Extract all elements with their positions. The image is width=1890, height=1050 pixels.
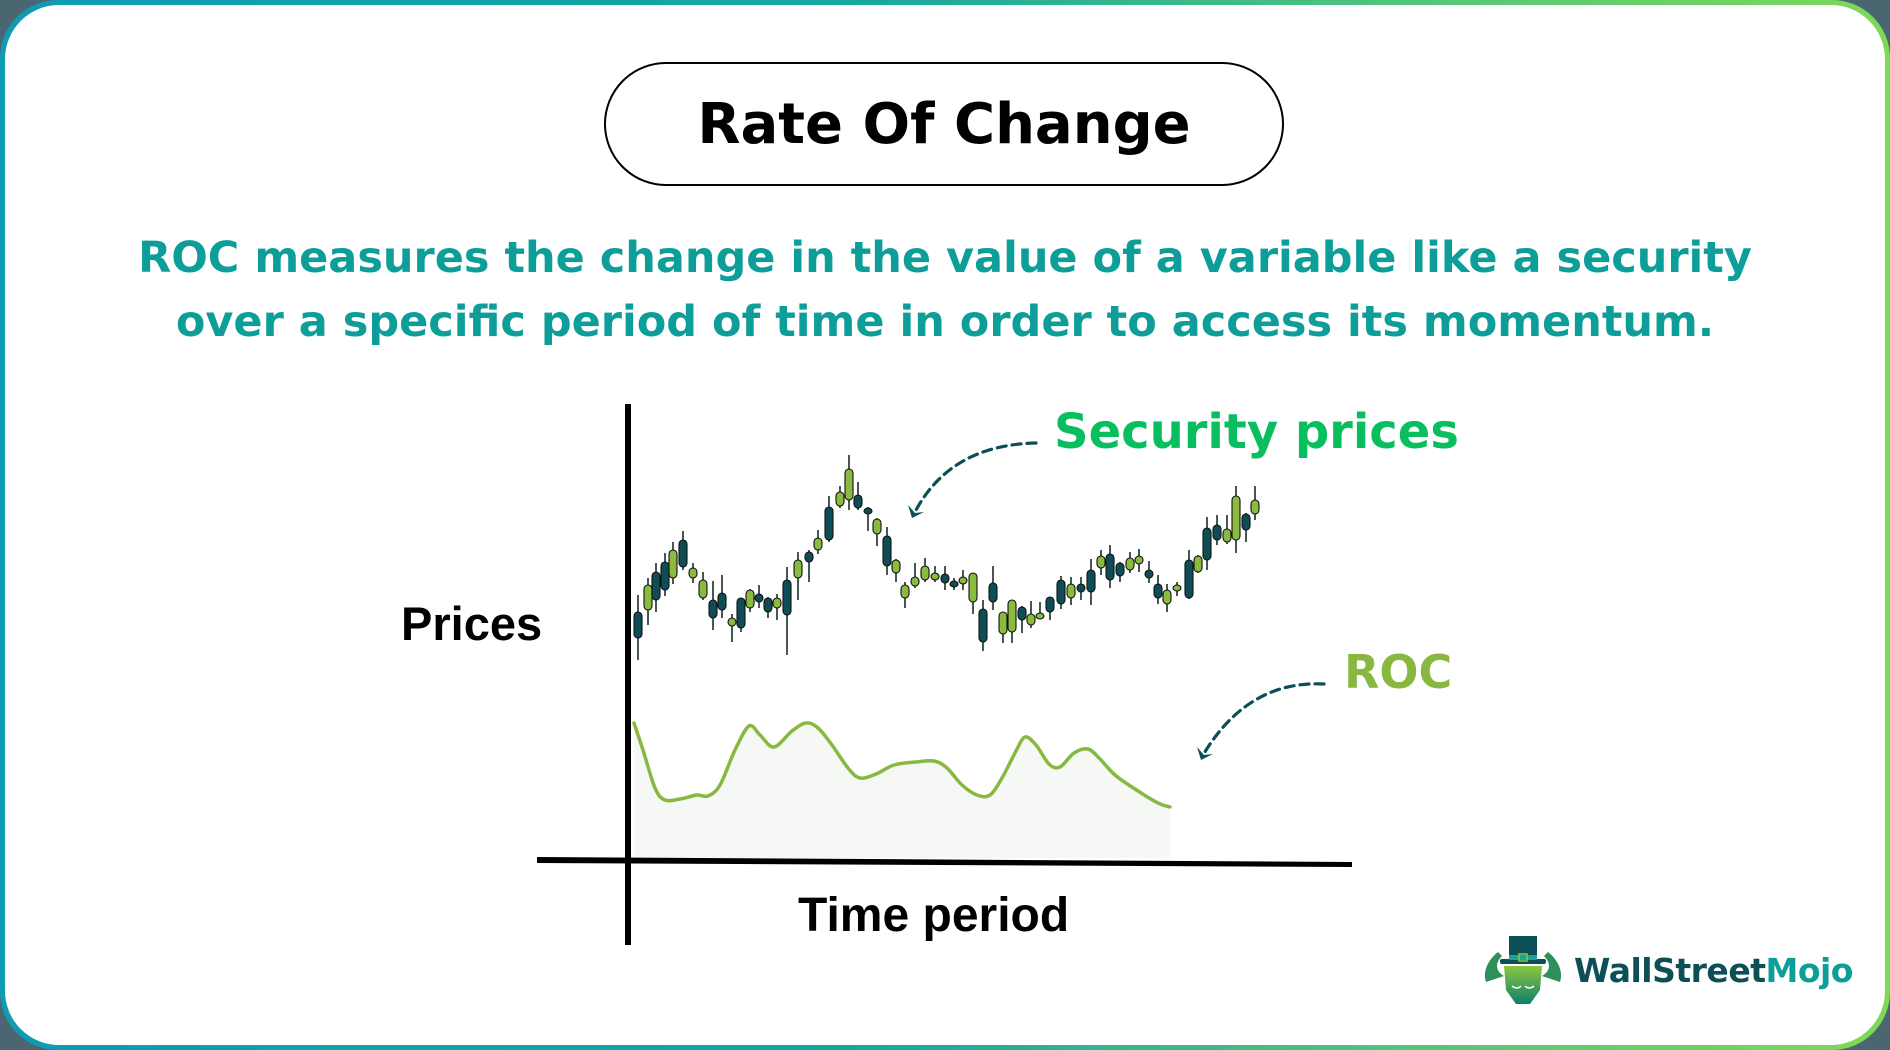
- candle: [633, 595, 643, 660]
- security-prices-label: Security prices: [1054, 404, 1459, 460]
- x-axis: [537, 857, 1352, 867]
- security-arrow-icon: [908, 441, 1038, 518]
- candle: [1222, 515, 1232, 544]
- candle: [782, 567, 792, 655]
- candle: [835, 486, 845, 508]
- candle: [1212, 515, 1222, 545]
- candle: [920, 558, 930, 582]
- candle: [872, 518, 882, 546]
- candle: [1007, 599, 1017, 643]
- candle: [844, 455, 854, 510]
- candle: [708, 581, 718, 630]
- candle: [698, 572, 708, 600]
- candle: [1026, 601, 1036, 628]
- x-axis-label: Time period: [798, 889, 1070, 942]
- candle: [660, 553, 670, 596]
- logo-text: WallStreetMojo: [1574, 950, 1853, 990]
- roc-label: ROC: [1344, 645, 1453, 699]
- candle: [968, 572, 978, 614]
- annotation-arrows: [908, 441, 1326, 760]
- candle: [804, 550, 814, 582]
- candle: [853, 482, 863, 510]
- bull-logo-icon: [1484, 936, 1562, 1004]
- candle: [772, 594, 782, 620]
- candle: [940, 566, 950, 590]
- candle: [1017, 606, 1027, 633]
- description-line-1: ROC measures the change in the value of …: [138, 233, 1752, 283]
- description: ROC measures the change in the value of …: [60, 226, 1830, 354]
- candle: [1144, 561, 1154, 583]
- candle: [1241, 513, 1251, 542]
- candlestick-series: [633, 455, 1260, 660]
- roc-arrow-icon: [1197, 682, 1326, 760]
- candle: [736, 597, 746, 632]
- candle: [900, 582, 910, 608]
- candle: [754, 585, 764, 608]
- candle: [1184, 550, 1194, 599]
- candle: [891, 559, 901, 582]
- description-line-2: over a specific period of time in order …: [175, 297, 1715, 347]
- candle: [793, 552, 803, 600]
- candle: [763, 597, 773, 618]
- candle: [910, 563, 920, 588]
- candle: [1096, 550, 1106, 575]
- candle: [1125, 552, 1135, 573]
- candle: [1153, 575, 1163, 604]
- candle: [717, 575, 727, 618]
- candle: [688, 563, 698, 583]
- roc-curve: [632, 721, 1172, 809]
- title-pill: Rate Of Change: [604, 62, 1284, 186]
- candle: [678, 531, 688, 570]
- candle: [1056, 576, 1066, 609]
- candle: [882, 527, 892, 575]
- candle: [651, 563, 661, 612]
- candle: [1231, 486, 1241, 553]
- candle: [1086, 559, 1096, 605]
- candle: [643, 578, 653, 625]
- candle: [1066, 577, 1076, 605]
- candle: [1250, 486, 1260, 520]
- candle: [863, 507, 873, 531]
- candle: [1045, 596, 1055, 620]
- candle: [1172, 582, 1182, 596]
- candle: [978, 600, 988, 651]
- candle: [998, 611, 1008, 643]
- candle: [824, 496, 834, 542]
- candle: [745, 589, 755, 612]
- candle: [988, 566, 998, 610]
- candle: [727, 614, 737, 642]
- candle: [930, 566, 940, 582]
- y-axis-label: Prices: [401, 597, 543, 650]
- card: [5, 5, 1885, 1045]
- chart-axes: [537, 404, 1352, 945]
- candle: [1202, 517, 1212, 570]
- roc-line: [632, 721, 1172, 809]
- candle: [958, 570, 968, 590]
- candle: [1162, 584, 1172, 612]
- candle: [1076, 577, 1086, 600]
- candle: [668, 542, 678, 584]
- candle: [813, 530, 823, 554]
- candle: [1134, 549, 1144, 572]
- wallstreetmojo-logo: WallStreetMojo: [1480, 930, 1853, 1010]
- page-title: Rate Of Change: [697, 91, 1191, 157]
- candle: [949, 578, 959, 590]
- roc-area-fill: [634, 722, 1170, 858]
- candle: [1035, 602, 1045, 620]
- candle: [1193, 555, 1203, 573]
- candle: [1115, 562, 1125, 582]
- candle: [1105, 545, 1115, 588]
